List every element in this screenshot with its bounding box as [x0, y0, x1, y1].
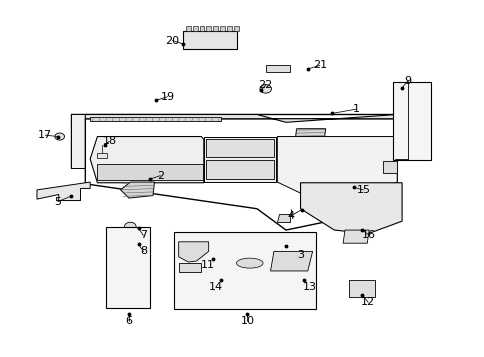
Polygon shape	[270, 251, 312, 271]
Text: 15: 15	[356, 185, 370, 195]
Circle shape	[152, 144, 192, 174]
Circle shape	[110, 144, 151, 174]
Text: 13: 13	[302, 282, 317, 292]
Circle shape	[97, 139, 107, 146]
Bar	[199, 26, 204, 31]
Text: 17: 17	[38, 130, 52, 140]
Bar	[192, 26, 197, 31]
Polygon shape	[342, 230, 368, 243]
Text: 18: 18	[102, 136, 116, 146]
Bar	[97, 164, 202, 180]
Polygon shape	[382, 161, 396, 173]
Text: 1: 1	[352, 104, 359, 114]
Polygon shape	[277, 136, 396, 207]
Bar	[97, 152, 107, 158]
Polygon shape	[300, 183, 401, 233]
Text: 2: 2	[156, 171, 164, 181]
Polygon shape	[85, 115, 396, 122]
Polygon shape	[178, 242, 208, 262]
Polygon shape	[178, 263, 201, 272]
Bar	[206, 26, 211, 31]
Bar	[227, 26, 231, 31]
Text: 9: 9	[404, 76, 410, 86]
Circle shape	[124, 222, 136, 231]
Polygon shape	[348, 280, 375, 297]
Text: 6: 6	[125, 316, 132, 326]
Text: 20: 20	[165, 36, 179, 46]
Polygon shape	[277, 214, 289, 222]
Text: 12: 12	[361, 297, 375, 307]
Bar	[185, 26, 190, 31]
Text: 14: 14	[209, 282, 223, 292]
Polygon shape	[85, 119, 396, 230]
Circle shape	[259, 85, 271, 93]
Bar	[183, 31, 236, 49]
Circle shape	[55, 133, 64, 140]
Polygon shape	[203, 136, 276, 182]
Text: 21: 21	[312, 60, 326, 70]
Polygon shape	[265, 65, 289, 72]
Text: 19: 19	[160, 92, 174, 102]
Text: 4: 4	[287, 211, 294, 221]
Polygon shape	[90, 136, 203, 183]
Bar	[233, 26, 238, 31]
Ellipse shape	[236, 258, 262, 268]
Bar	[206, 139, 273, 157]
Circle shape	[124, 235, 136, 243]
Bar	[213, 26, 218, 31]
Polygon shape	[71, 115, 95, 168]
Polygon shape	[294, 129, 325, 144]
Bar	[206, 160, 273, 179]
Bar	[220, 26, 225, 31]
Text: 22: 22	[258, 80, 272, 90]
Text: 7: 7	[139, 230, 147, 240]
Text: 8: 8	[139, 246, 147, 256]
Text: 16: 16	[362, 230, 376, 240]
Polygon shape	[90, 117, 220, 121]
Text: 11: 11	[200, 260, 214, 270]
Text: 5: 5	[54, 197, 61, 207]
Polygon shape	[121, 182, 154, 198]
Polygon shape	[37, 182, 90, 201]
Bar	[106, 226, 150, 308]
Text: 10: 10	[240, 316, 254, 326]
Bar	[393, 82, 430, 160]
Text: 3: 3	[296, 250, 303, 260]
Bar	[173, 232, 316, 310]
